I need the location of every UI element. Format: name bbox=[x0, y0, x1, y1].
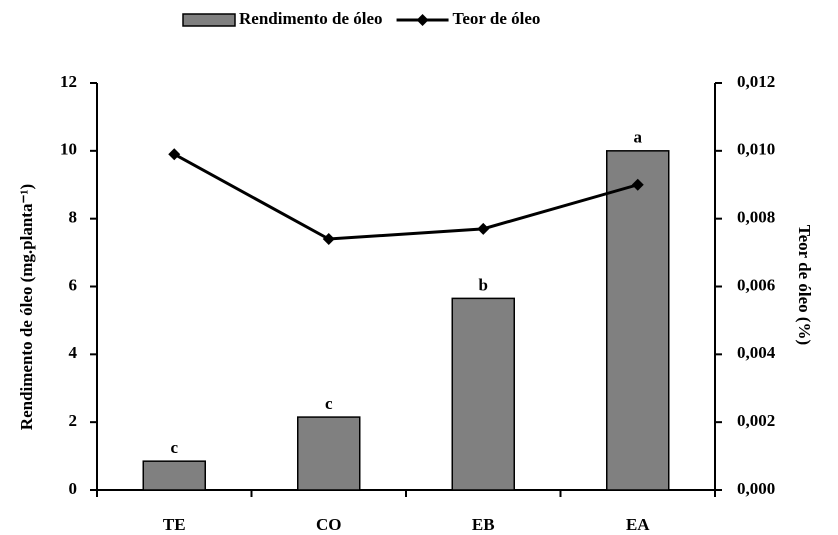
x-tick-label: EB bbox=[472, 515, 495, 534]
x-tick-label: EA bbox=[626, 515, 650, 534]
y-axis-label: Rendimento de óleo (mg.planta⁻¹) bbox=[17, 184, 36, 430]
bar bbox=[297, 416, 361, 491]
bar-label: b bbox=[479, 275, 488, 294]
line-marker bbox=[631, 178, 644, 191]
y2-axis-label: Teor de óleo (%) bbox=[795, 225, 814, 345]
legend-marker bbox=[416, 14, 429, 26]
y2-tick-label: 0,002 bbox=[737, 411, 775, 430]
line-marker bbox=[477, 222, 490, 235]
bar-label: c bbox=[325, 394, 333, 413]
y2-tick-label: 0,004 bbox=[737, 343, 776, 362]
legend-label: Rendimento de óleo bbox=[239, 9, 383, 28]
y2-tick-label: 0,010 bbox=[737, 140, 775, 159]
y-tick-label: 8 bbox=[69, 208, 78, 227]
y2-tick-label: 0,008 bbox=[737, 208, 775, 227]
line-marker bbox=[168, 148, 181, 161]
y-tick-label: 2 bbox=[69, 411, 78, 430]
line-marker bbox=[322, 233, 335, 246]
x-tick-label: TE bbox=[163, 515, 186, 534]
y-tick-label: 0 bbox=[69, 479, 78, 498]
bar-label: a bbox=[634, 128, 643, 147]
bar-label: c bbox=[170, 438, 178, 457]
y-tick-label: 10 bbox=[60, 140, 77, 159]
line bbox=[173, 152, 639, 241]
bar bbox=[451, 297, 515, 491]
bar bbox=[142, 460, 206, 491]
y2-tick-label: 0,012 bbox=[737, 72, 775, 91]
legend-label: Teor de óleo bbox=[453, 9, 541, 28]
x-tick-label: CO bbox=[316, 515, 342, 534]
y-tick-label: 6 bbox=[69, 275, 78, 294]
y2-tick-label: 0,000 bbox=[737, 479, 775, 498]
bar bbox=[606, 150, 670, 491]
y2-tick-label: 0,006 bbox=[737, 275, 775, 294]
y-tick-label: 4 bbox=[69, 343, 78, 362]
legend-swatch bbox=[182, 13, 236, 27]
y-tick-label: 12 bbox=[60, 72, 77, 91]
